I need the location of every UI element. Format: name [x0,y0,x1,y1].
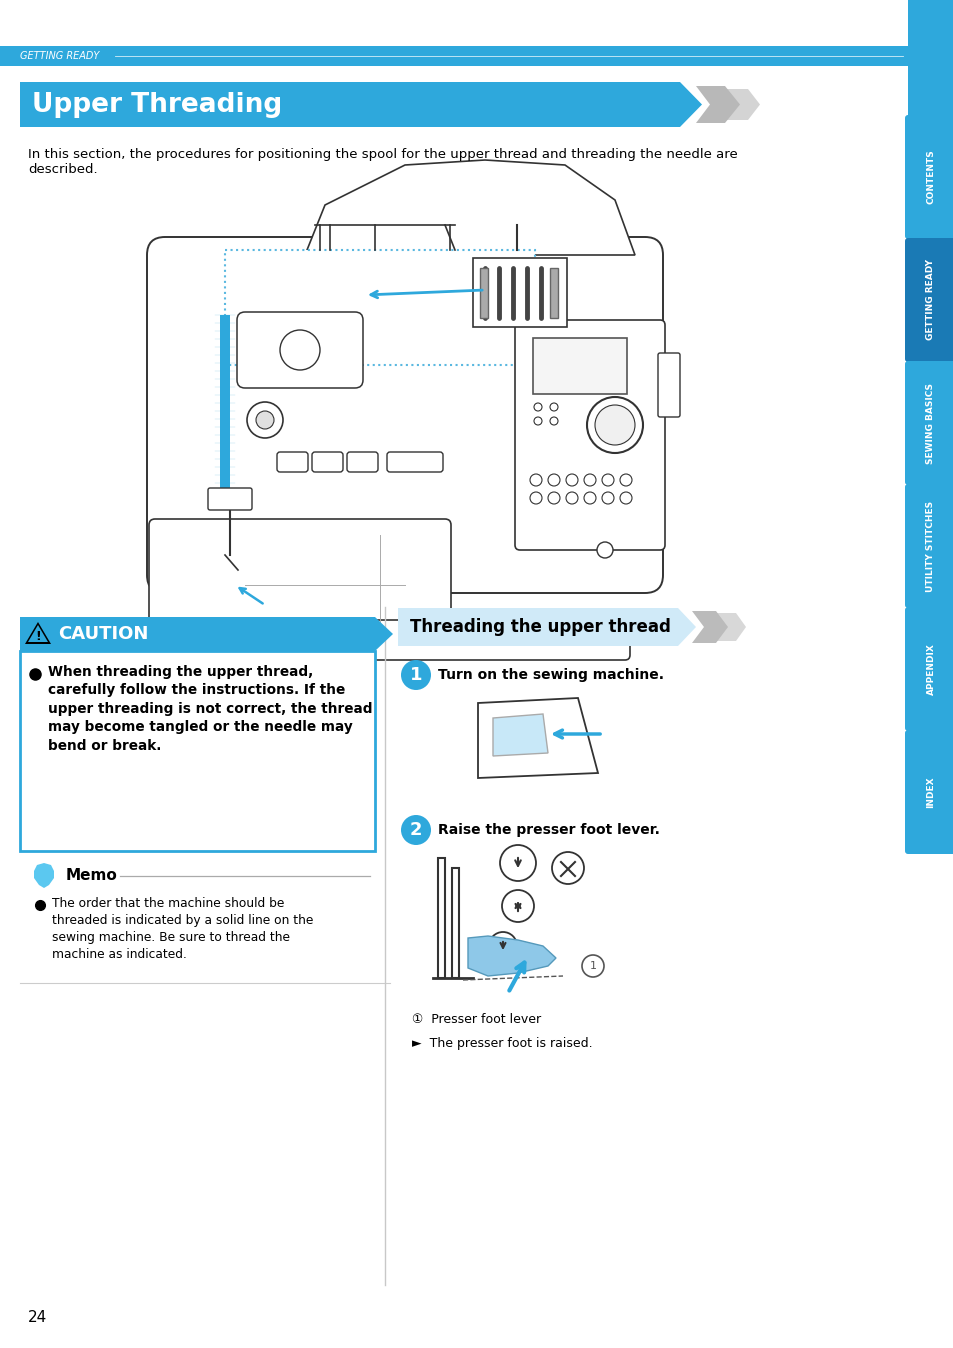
FancyBboxPatch shape [150,620,629,661]
Polygon shape [679,82,701,127]
Circle shape [619,492,631,504]
Polygon shape [375,617,393,651]
FancyBboxPatch shape [236,311,363,388]
Polygon shape [28,625,48,642]
Circle shape [595,404,635,445]
FancyBboxPatch shape [904,731,953,855]
Text: GETTING READY: GETTING READY [20,51,99,61]
Circle shape [601,474,614,487]
Text: ①  Presser foot lever: ① Presser foot lever [412,1012,540,1026]
Circle shape [601,492,614,504]
Text: SEWING BASICS: SEWING BASICS [925,383,935,464]
Circle shape [583,492,596,504]
Circle shape [530,492,541,504]
Circle shape [247,402,283,438]
FancyBboxPatch shape [220,315,230,491]
Polygon shape [468,936,556,976]
Circle shape [534,403,541,411]
FancyBboxPatch shape [225,249,535,365]
FancyBboxPatch shape [387,452,442,472]
FancyBboxPatch shape [452,868,458,979]
FancyBboxPatch shape [904,607,953,731]
FancyBboxPatch shape [515,319,664,550]
Text: INDEX: INDEX [925,776,935,807]
Polygon shape [691,611,727,643]
Circle shape [565,474,578,487]
FancyBboxPatch shape [907,0,953,119]
Polygon shape [305,160,635,255]
FancyBboxPatch shape [0,46,907,66]
Polygon shape [25,621,51,644]
Polygon shape [696,86,740,123]
Text: The order that the machine should be
threaded is indicated by a solid line on th: The order that the machine should be thr… [52,896,313,961]
Circle shape [586,398,642,453]
FancyBboxPatch shape [20,82,679,127]
Text: Raise the presser foot lever.: Raise the presser foot lever. [437,824,659,837]
Text: Turn on the sewing machine.: Turn on the sewing machine. [437,669,663,682]
Text: When threading the upper thread,
carefully follow the instructions. If the
upper: When threading the upper thread, careful… [48,665,372,752]
Circle shape [597,542,613,558]
Text: APPENDIX: APPENDIX [925,643,935,696]
Circle shape [581,954,603,977]
FancyBboxPatch shape [904,239,953,363]
Circle shape [489,931,517,960]
Polygon shape [678,608,696,646]
Circle shape [530,474,541,487]
Polygon shape [713,613,745,642]
FancyBboxPatch shape [20,651,375,851]
Polygon shape [477,698,598,778]
Text: 1: 1 [589,961,596,971]
Text: 1: 1 [410,666,422,683]
FancyBboxPatch shape [397,608,678,646]
Text: CAUTION: CAUTION [58,625,149,643]
FancyBboxPatch shape [904,115,953,239]
Circle shape [400,816,431,845]
Circle shape [534,417,541,425]
Circle shape [550,417,558,425]
FancyBboxPatch shape [208,488,252,510]
Circle shape [547,474,559,487]
Circle shape [619,474,631,487]
FancyBboxPatch shape [473,257,566,328]
Circle shape [565,492,578,504]
Circle shape [499,845,536,882]
Circle shape [400,661,431,690]
Polygon shape [721,89,760,120]
Circle shape [552,852,583,884]
Circle shape [280,330,319,369]
FancyBboxPatch shape [904,484,953,608]
Text: !: ! [35,630,41,643]
Text: Upper Threading: Upper Threading [32,92,282,117]
FancyBboxPatch shape [533,338,626,394]
FancyBboxPatch shape [312,452,343,472]
Text: Memo: Memo [66,868,117,883]
Text: ►  The presser foot is raised.: ► The presser foot is raised. [412,1037,592,1050]
FancyBboxPatch shape [550,268,558,318]
Text: UTILITY STITCHES: UTILITY STITCHES [925,500,935,592]
FancyBboxPatch shape [20,617,375,651]
FancyBboxPatch shape [276,452,308,472]
FancyBboxPatch shape [437,857,444,979]
Polygon shape [34,863,54,888]
FancyBboxPatch shape [479,268,488,318]
Polygon shape [493,714,547,756]
Text: GETTING READY: GETTING READY [925,260,935,341]
Text: Threading the upper thread: Threading the upper thread [410,617,670,636]
FancyBboxPatch shape [658,353,679,417]
Circle shape [547,492,559,504]
Text: 2: 2 [410,821,422,838]
Text: 24: 24 [28,1310,48,1325]
Circle shape [550,403,558,411]
Text: In this section, the procedures for positioning the spool for the upper thread a: In this section, the procedures for posi… [28,148,737,177]
Text: CONTENTS: CONTENTS [925,150,935,205]
FancyBboxPatch shape [149,519,451,642]
FancyBboxPatch shape [904,361,953,485]
Circle shape [255,411,274,429]
FancyBboxPatch shape [347,452,377,472]
Circle shape [501,890,534,922]
Circle shape [583,474,596,487]
FancyBboxPatch shape [147,237,662,593]
